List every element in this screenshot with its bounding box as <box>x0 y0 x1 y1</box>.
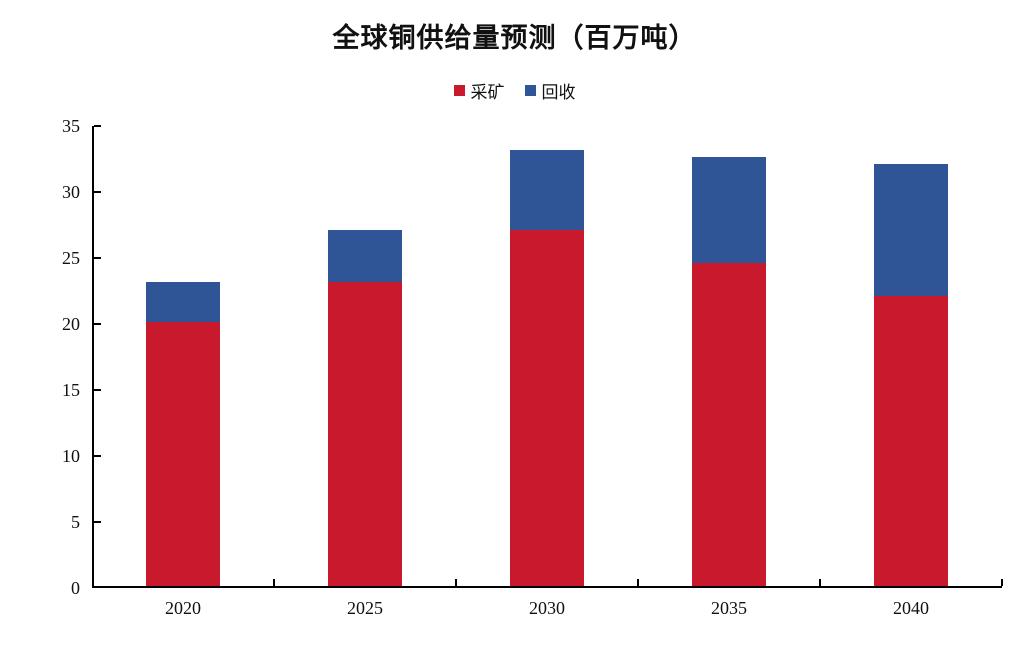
legend: 采矿 回收 <box>0 78 1029 103</box>
x-axis-tick <box>819 579 821 586</box>
legend-swatch-icon <box>453 85 465 96</box>
bar-segment-采矿-2035 <box>692 262 766 586</box>
x-tick-label: 2030 <box>529 598 565 618</box>
plot-area: 0 5 10 15 20 25 30 35 2020 2025 2030 2035 2040 <box>62 116 1003 618</box>
x-axis-tick <box>1001 579 1003 586</box>
bar-segment-回收-2020 <box>146 282 220 322</box>
y-tick-label: 35 <box>62 116 80 136</box>
bar-segment-回收-2030 <box>510 150 584 230</box>
y-axis-tick <box>94 125 101 127</box>
bar-segment-采矿-2020 <box>146 322 220 586</box>
x-tick-label: 2020 <box>165 598 201 618</box>
y-axis-tick <box>94 191 101 193</box>
legend-item: 采矿 <box>453 78 505 103</box>
x-axis-tick <box>637 579 639 586</box>
y-tick-label: 10 <box>62 446 80 466</box>
x-tick-label: 2035 <box>711 598 747 618</box>
x-tick-label: 2040 <box>893 598 929 618</box>
bar-segment-采矿-2030 <box>510 229 584 586</box>
legend-label: 采矿 <box>470 83 505 102</box>
y-tick-label: 5 <box>71 512 80 532</box>
y-tick-label: 30 <box>62 182 80 202</box>
legend-item: 回收 <box>524 78 576 103</box>
x-axis-tick <box>273 579 275 586</box>
y-tick-label: 15 <box>62 380 80 400</box>
bar-segment-回收-2025 <box>328 229 402 283</box>
bar-segment-采矿-2040 <box>874 295 948 586</box>
y-axis <box>92 126 94 588</box>
y-tick-label: 20 <box>62 314 80 334</box>
bar-segment-采矿-2025 <box>328 282 402 586</box>
legend-label: 回收 <box>541 83 576 102</box>
chart-title: 全球铜供给量预测（百万吨） <box>332 23 697 53</box>
y-axis-tick <box>94 323 101 325</box>
bar-segment-回收-2040 <box>874 163 948 296</box>
x-axis-tick <box>455 579 457 586</box>
bar-segment-回收-2035 <box>692 157 766 263</box>
y-tick-label: 25 <box>62 248 80 268</box>
x-axis <box>92 586 1002 588</box>
y-axis-tick <box>94 389 101 391</box>
legend-swatch-icon <box>524 85 536 96</box>
y-tick-label: 0 <box>71 578 80 598</box>
y-axis-tick <box>94 257 101 259</box>
y-axis-tick <box>94 455 101 457</box>
y-axis-tick <box>94 521 101 523</box>
x-tick-label: 2025 <box>347 598 383 618</box>
